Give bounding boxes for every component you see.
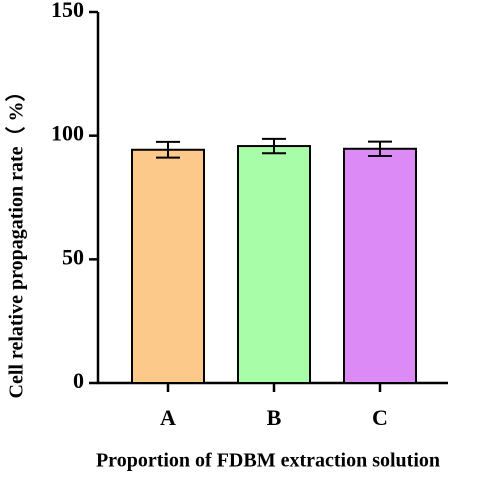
bar — [343, 147, 417, 384]
x-tick-label: A — [160, 405, 176, 430]
bar — [131, 148, 205, 384]
y-tick-label: 50 — [62, 244, 84, 269]
y-axis-label: Cell relative propagation rate（ %） — [5, 82, 28, 399]
x-tick-label: C — [372, 405, 388, 430]
bar — [237, 145, 311, 384]
y-tick-label: 100 — [51, 121, 84, 146]
x-axis-label: Proportion of FDBM extraction solution — [96, 450, 440, 472]
y-tick-label: 0 — [73, 368, 84, 393]
y-tick-label: 150 — [51, 0, 84, 22]
x-tick-label: B — [267, 405, 282, 430]
